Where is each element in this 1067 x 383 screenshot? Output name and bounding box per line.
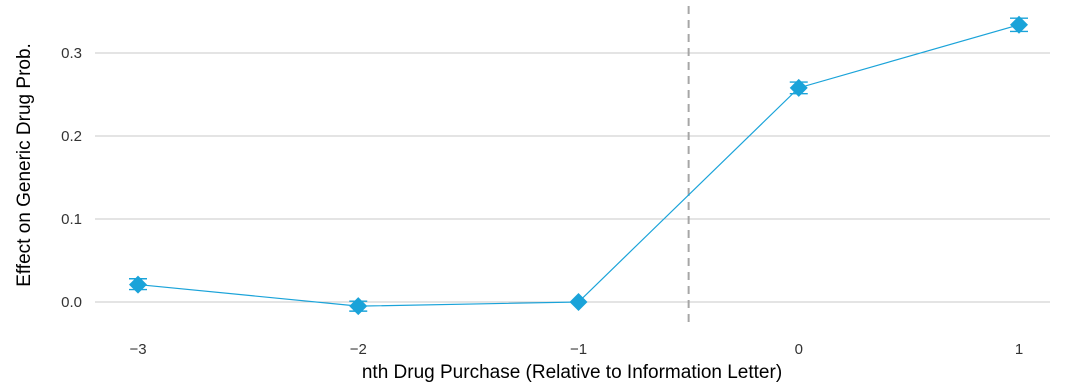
data-point-diamond (129, 275, 147, 294)
data-point-diamond (349, 297, 368, 316)
gridlines (95, 52, 1050, 303)
x-tick-label: −2 (350, 341, 367, 358)
data-point-diamond (1010, 15, 1028, 34)
y-tick-label: 0.1 (61, 211, 82, 228)
x-tick-label: −1 (570, 341, 587, 358)
x-axis-tick-labels: −3 −2 −1 0 1 (129, 341, 1023, 358)
data-point-diamond (569, 293, 588, 311)
data-point-diamond (789, 78, 808, 97)
series-group (129, 15, 1028, 316)
series-line (137, 24, 1020, 307)
y-tick-label: 0.2 (61, 128, 82, 145)
x-tick-label: −3 (129, 341, 146, 358)
y-axis-title: Effect on Generic Drug Prob. (14, 43, 35, 287)
x-tick-label: 1 (1015, 341, 1023, 358)
y-tick-label: 0.3 (61, 45, 82, 62)
y-axis-tick-labels: 0.0 0.1 0.2 0.3 (61, 45, 82, 311)
y-tick-label: 0.0 (61, 294, 82, 311)
x-axis-title: nth Drug Purchase (Relative to Informati… (362, 362, 782, 383)
x-tick-label: 0 (795, 341, 803, 358)
